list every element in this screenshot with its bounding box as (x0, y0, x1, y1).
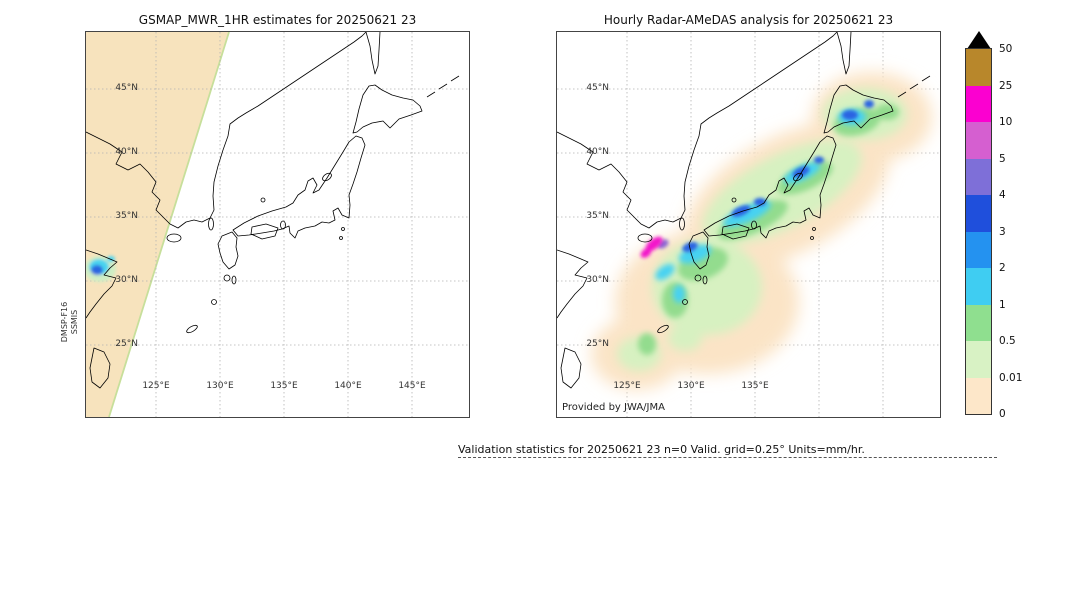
sensor-label: DMSP-F16 SSMIS (60, 292, 80, 352)
ytick-label: 25°N (586, 339, 609, 349)
colorbar-segment (966, 377, 991, 414)
colorbar-segment (966, 158, 991, 195)
xtick-label: 140°E (334, 381, 362, 391)
dashed-rule (458, 457, 997, 458)
xtick-label: 125°E (142, 381, 170, 391)
xtick-label: 135°E (741, 381, 769, 391)
colorbar-label: 2 (999, 262, 1006, 274)
colorbar-segment (966, 122, 991, 159)
sensor-name: DMSP-F16 (60, 301, 69, 343)
xtick-label: 145°E (398, 381, 426, 391)
xtick-label: 130°E (206, 381, 234, 391)
colorbar-segment (966, 195, 991, 232)
gsmap-map (86, 32, 469, 417)
xtick-label: 125°E (613, 381, 641, 391)
ytick-label: 35°N (586, 211, 609, 221)
colorbar-label: 25 (999, 79, 1013, 92)
colorbar-label: 1 (999, 298, 1006, 311)
ytick-label: 35°N (115, 211, 138, 221)
gsmap-panel-title: GSMAP_MWR_1HR estimates for 20250621 23 (138, 13, 417, 27)
colorbar-label: 3 (999, 225, 1006, 238)
ytick-label: 25°N (115, 339, 138, 349)
colorbar-label: 4 (999, 189, 1006, 201)
ytick-label: 40°N (115, 147, 138, 157)
colorbar: 50 25 10 5 4 3 2 1 0.5 0.01 0 (965, 31, 1022, 420)
colorbar-segment (966, 49, 991, 86)
precip-extreme-magenta (640, 236, 663, 258)
colorbar-label: 50 (999, 43, 1013, 55)
ytick-label: 45°N (586, 83, 609, 93)
validation-note: Validation statistics for 20250621 23 n=… (458, 443, 865, 456)
gridlines (86, 32, 469, 417)
radar-map (557, 32, 940, 417)
radar-map-panel: 45°N 40°N 35°N 30°N 25°N 125°E 130°E 135… (556, 31, 941, 418)
colorbar-segment (966, 85, 991, 122)
data-credit: Provided by JWA/JMA (562, 402, 665, 413)
swath-region (86, 32, 230, 417)
ytick-label: 30°N (586, 275, 609, 285)
instrument-name: SSMIS (70, 309, 79, 335)
ytick-label: 30°N (115, 275, 138, 285)
ytick-label: 40°N (586, 147, 609, 157)
colorbar-label: 0 (999, 408, 1006, 420)
colorbar-label: 0.5 (999, 335, 1016, 347)
coastlines (86, 32, 460, 389)
ytick-label: 45°N (115, 83, 138, 93)
radar-panel-title: Hourly Radar-AMeDAS analysis for 2025062… (603, 13, 894, 27)
colorbar-segment (966, 268, 991, 305)
colorbar-segments (965, 48, 992, 415)
colorbar-segment (966, 231, 991, 268)
coastlines (557, 32, 931, 389)
gsmap-map-panel: 45°N 40°N 35°N 30°N 25°N 125°E 130°E 135… (85, 31, 470, 418)
colorbar-label: 10 (999, 116, 1013, 128)
colorbar-label: 5 (999, 152, 1006, 165)
colorbar-segment (966, 304, 991, 341)
colorbar-label: 0.01 (999, 371, 1023, 384)
colorbar-segment (966, 341, 991, 378)
colorbar-overflow-triangle (966, 31, 991, 49)
xtick-label: 135°E (270, 381, 298, 391)
xtick-label: 130°E (677, 381, 705, 391)
